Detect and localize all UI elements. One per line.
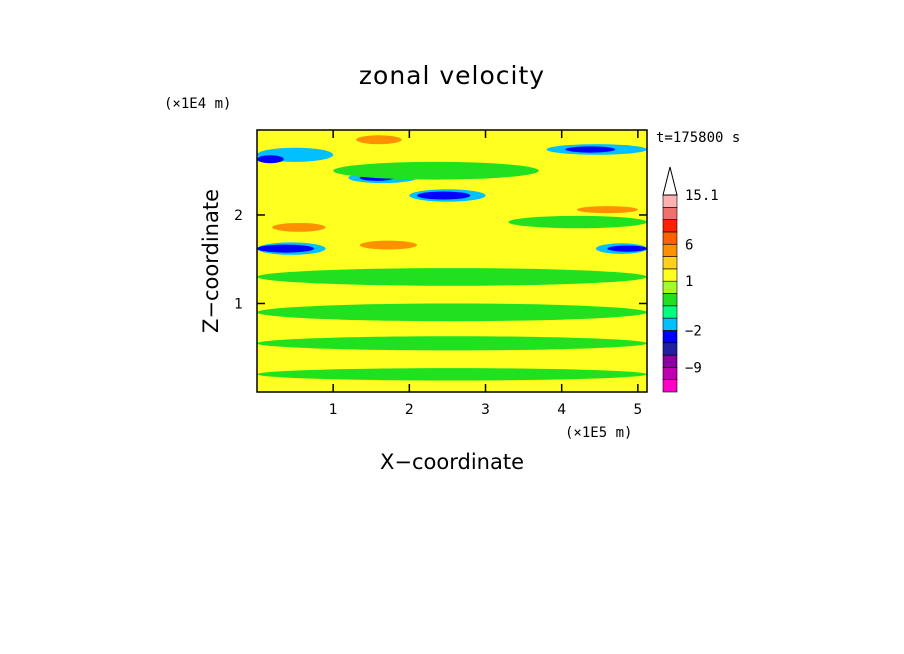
colorbar-swatch xyxy=(662,280,678,294)
contour-bands xyxy=(257,135,647,381)
x-tick-label: 3 xyxy=(481,402,490,418)
contour-band xyxy=(576,206,638,214)
contour-band xyxy=(257,268,647,286)
x-tick-label: 2 xyxy=(405,402,414,418)
colorbar-swatch xyxy=(662,354,678,368)
contour-band xyxy=(565,146,616,153)
colorbar-swatch xyxy=(662,231,678,245)
y-tick-label: 1 xyxy=(234,296,243,312)
chart-title: zonal velocity xyxy=(359,61,545,90)
colorbar-swatch xyxy=(662,256,678,270)
colorbar-label: 6 xyxy=(685,237,693,253)
colorbar-swatch xyxy=(662,293,678,307)
colorbar-swatch xyxy=(662,207,678,220)
y-unit-label: (×1E4 m) xyxy=(164,96,231,112)
contour-band xyxy=(356,135,402,145)
colorbar-swatch xyxy=(662,367,678,380)
colorbar: 15.1 6 1 −2 −9 xyxy=(662,166,719,393)
contour-band xyxy=(416,191,471,200)
colorbar-swatch xyxy=(662,305,678,319)
plot-area xyxy=(257,130,647,392)
colorbar-label: 1 xyxy=(685,274,693,290)
x-tick-label: 4 xyxy=(557,402,566,418)
contour-band xyxy=(508,215,647,229)
x-unit-label: (×1E5 m) xyxy=(565,425,632,441)
x-axis-title: X−coordinate xyxy=(380,450,524,474)
colorbar-swatch xyxy=(662,219,678,233)
colorbar-swatch xyxy=(662,330,678,344)
colorbar-arrow xyxy=(662,166,678,196)
colorbar-label: −9 xyxy=(685,360,702,376)
contour-band xyxy=(257,303,647,322)
colorbar-swatch xyxy=(662,379,678,393)
contour-band xyxy=(257,244,315,253)
colorbar-swatch xyxy=(662,194,678,208)
contour-band xyxy=(257,155,284,164)
contour-band xyxy=(257,336,647,351)
colorbar-swatch xyxy=(662,342,678,356)
colorbar-swatch xyxy=(662,317,678,331)
x-tick-label: 1 xyxy=(329,402,338,418)
plot-frame xyxy=(256,129,648,393)
y-axis: 12 xyxy=(234,208,647,312)
colorbar-swatch xyxy=(662,268,678,282)
contour-band xyxy=(607,245,647,252)
y-axis-title: Z−coordinate xyxy=(199,189,223,333)
colorbar-label: 15.1 xyxy=(685,188,719,204)
contour-band xyxy=(272,222,326,232)
contour-band xyxy=(359,240,417,250)
contour-band xyxy=(333,161,539,180)
x-tick-label: 5 xyxy=(633,402,642,418)
y-tick-label: 2 xyxy=(234,208,243,224)
time-label: t=175800 s xyxy=(656,130,740,146)
x-axis: 1 2 3 4 5 xyxy=(329,130,642,418)
contour-band xyxy=(257,368,647,381)
colorbar-swatch xyxy=(662,243,678,257)
colorbar-label: −2 xyxy=(685,323,702,339)
